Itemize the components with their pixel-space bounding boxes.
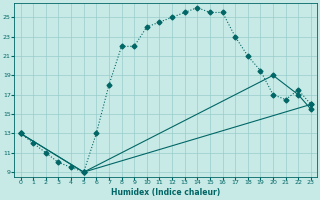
X-axis label: Humidex (Indice chaleur): Humidex (Indice chaleur) — [111, 188, 220, 197]
